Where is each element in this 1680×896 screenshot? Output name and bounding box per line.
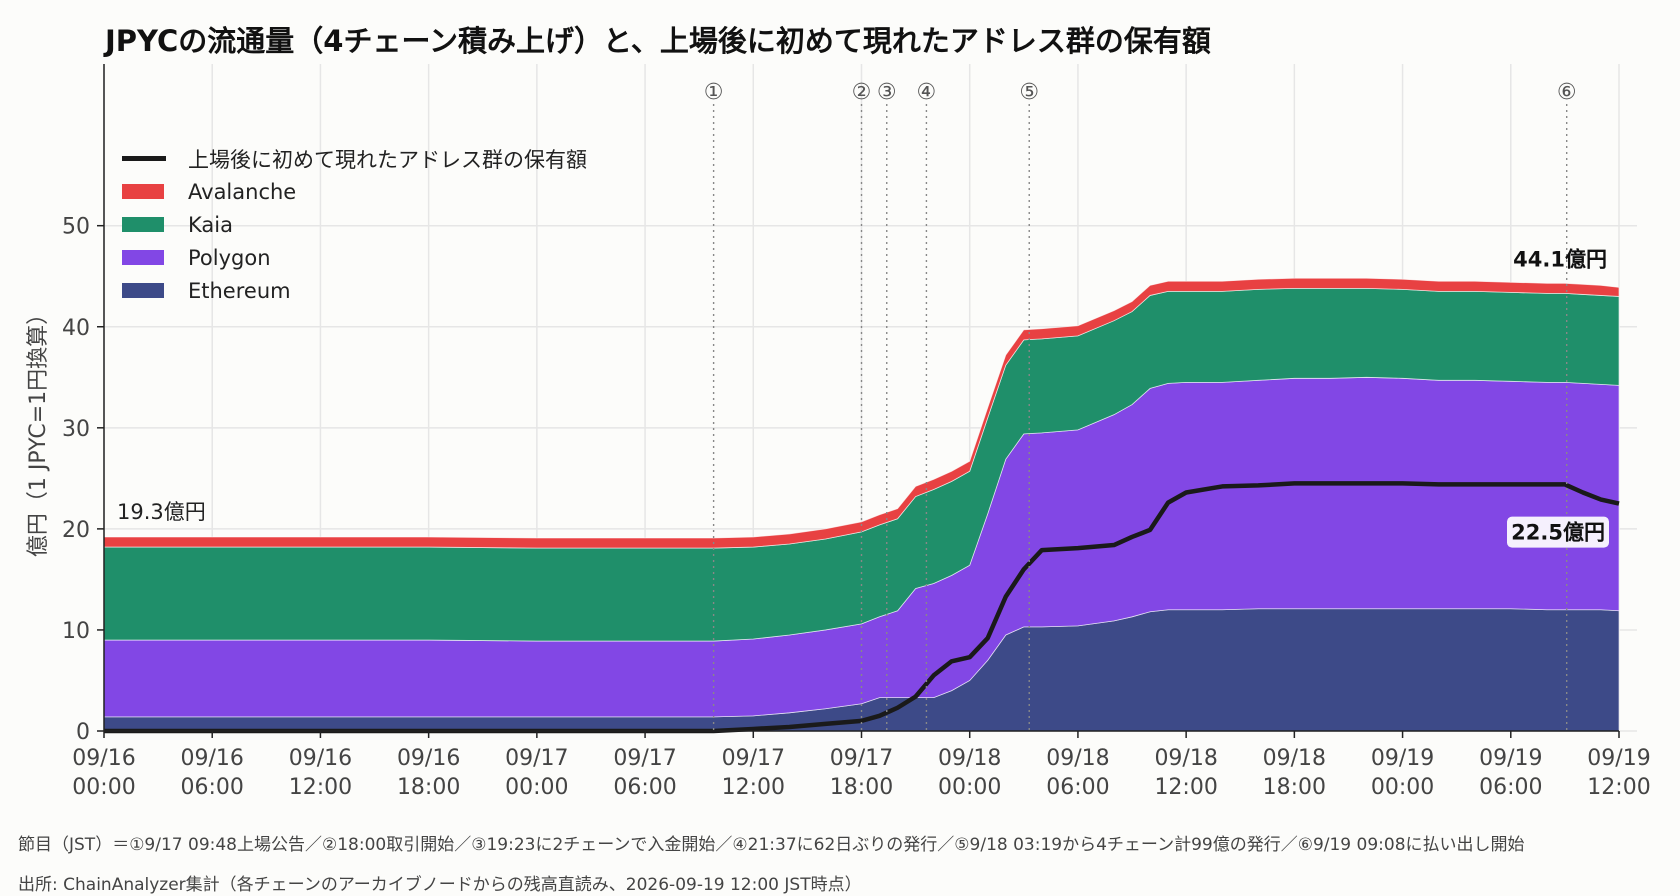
x-tick-label: 00:00 [505, 775, 568, 800]
legend-swatch-polygon [122, 250, 164, 265]
end-total-label: 44.1億円 [1513, 247, 1607, 271]
x-tick-label: 09/18 [1263, 746, 1326, 771]
legend-label-polygon: Polygon [188, 245, 271, 270]
y-tick-label: 30 [62, 417, 90, 442]
x-tick-label: 12:00 [1154, 775, 1217, 800]
legend: 上場後に初めて現れたアドレス群の保有額 Avalanche Kaia Polyg… [122, 142, 587, 307]
x-tick-label: 12:00 [722, 775, 785, 800]
x-tick-label: 18:00 [1263, 775, 1326, 800]
y-tick-label: 40 [62, 316, 90, 341]
x-tick-label: 00:00 [1371, 775, 1434, 800]
x-tick-label: 12:00 [1587, 775, 1650, 800]
x-tick-label: 09/16 [289, 746, 352, 771]
end-line-label-bg [1507, 516, 1609, 548]
legend-item-newaddr: 上場後に初めて現れたアドレス群の保有額 [122, 142, 587, 175]
x-tick-label: 06:00 [613, 775, 676, 800]
x-tick-label: 06:00 [1046, 775, 1109, 800]
x-tick-label: 09/16 [397, 746, 460, 771]
x-tick-label: 09/17 [722, 746, 785, 771]
footnote-events: 節目（JST）＝①9/17 09:48上場公告／②18:00取引開始／③19:2… [18, 835, 1525, 855]
x-tick-label: 09/17 [505, 746, 568, 771]
event-label: ⑤ [1019, 80, 1039, 105]
legend-item-kaia: Kaia [122, 208, 587, 241]
legend-item-polygon: Polygon [122, 241, 587, 274]
x-tick-label: 09/18 [1046, 746, 1109, 771]
legend-swatch-ethereum [122, 283, 164, 298]
x-tick-label: 09/17 [613, 746, 676, 771]
event-label: ② [852, 80, 872, 105]
x-tick-label: 12:00 [289, 775, 352, 800]
y-tick-label: 50 [62, 215, 90, 240]
event-label: ③ [877, 80, 897, 105]
line-newaddr [104, 481, 1620, 734]
legend-item-ethereum: Ethereum [122, 274, 587, 307]
new-address-line [104, 481, 1620, 734]
axes: 0 10 20 30 40 50 09/16 00:00 09/16 06:00 09/16 12:0… [62, 64, 1651, 800]
x-tick-label: 18:00 [830, 775, 893, 800]
event-label: ④ [917, 80, 937, 105]
legend-item-avalanche: Avalanche [122, 175, 587, 208]
y-tick-label: 20 [62, 518, 90, 543]
x-tick-label: 09/19 [1371, 746, 1434, 771]
y-axis-label: 億円（1 JPYC=1円換算） [26, 302, 51, 558]
event-label: ⑥ [1557, 80, 1577, 105]
event-label: ① [704, 80, 724, 105]
legend-line-swatch [122, 156, 166, 161]
legend-swatch-kaia [122, 217, 164, 232]
x-tick-label: 00:00 [938, 775, 1001, 800]
stacked-areas [103, 277, 1620, 732]
x-tick-label: 09/18 [938, 746, 1001, 771]
x-tick-label: 06:00 [181, 775, 244, 800]
chart-title: JPYCの流通量（4チェーン積み上げ）と、上場後に初めて現れたアドレス群の保有額 [105, 24, 1211, 58]
end-line-label: 22.5億円 [1511, 521, 1605, 545]
x-tick-label: 09/16 [72, 746, 135, 771]
legend-label-ethereum: Ethereum [188, 278, 291, 303]
footnote-source: 出所: ChainAnalyzer集計（各チェーンのアーカイブノードからの残高直… [18, 875, 862, 895]
x-tick-label: 06:00 [1479, 775, 1542, 800]
legend-swatch-avalanche [122, 184, 164, 199]
legend-label-avalanche: Avalanche [188, 179, 297, 204]
x-tick-label: 09/17 [830, 746, 893, 771]
y-tick-label: 0 [76, 720, 90, 745]
annotations: 19.3億円 44.1億円 22.5億円 [117, 247, 1609, 548]
x-tick-label: 09/19 [1587, 746, 1650, 771]
legend-label-newaddr: 上場後に初めて現れたアドレス群の保有額 [188, 147, 587, 172]
x-tick-label: 00:00 [72, 775, 135, 800]
y-tick-label: 10 [62, 619, 90, 644]
x-tick-label: 18:00 [397, 775, 460, 800]
start-total-label: 19.3億円 [117, 500, 206, 524]
x-tick-label: 09/16 [181, 746, 244, 771]
x-tick-label: 09/18 [1154, 746, 1217, 771]
legend-label-kaia: Kaia [188, 212, 233, 237]
x-tick-label: 09/19 [1479, 746, 1542, 771]
area-avalanche [103, 277, 1620, 549]
